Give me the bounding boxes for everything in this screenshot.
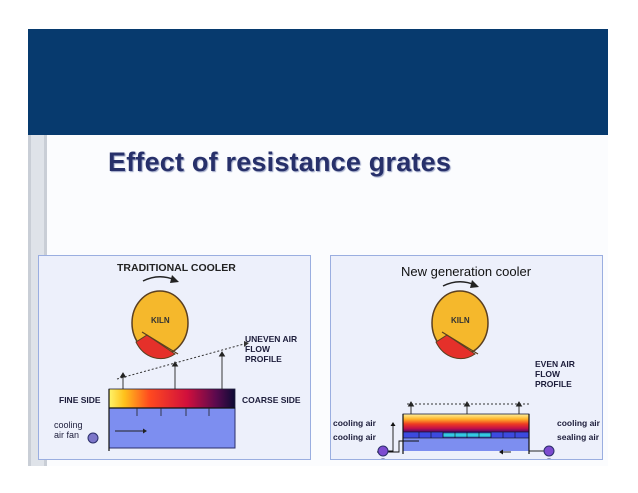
- traditional-cooler-title: TRADITIONAL COOLER: [117, 262, 236, 274]
- profile-label-3: PROFILE: [245, 354, 282, 364]
- cooling-air-fan-right: [543, 445, 555, 457]
- profile-label-2: FLOW: [245, 344, 271, 354]
- header-bar: [28, 29, 608, 135]
- profile-label-1: EVEN AIR: [535, 359, 575, 369]
- new-generation-cooler-graphic: [377, 280, 555, 459]
- fan-label-2: air fan: [54, 430, 80, 440]
- profile-label-3: PROFILE: [535, 379, 572, 389]
- new-generation-cooler-title: New generation cooler: [401, 264, 532, 279]
- air-box: [108, 407, 236, 449]
- cooling-air-label-left-1: cooling air: [333, 418, 376, 428]
- fine-side-label: FINE SIDE: [59, 395, 101, 405]
- kiln-wedge: [135, 334, 176, 360]
- rotation-arrow: [442, 281, 476, 287]
- profile-label-2: FLOW: [535, 369, 561, 379]
- cooling-air-fan-left: [377, 445, 389, 457]
- slide-title: Effect of resistance grates: [108, 147, 452, 177]
- kiln-label: KILN: [451, 316, 470, 325]
- fan-label-1: cooling: [54, 420, 83, 430]
- slide: Effect of resistance grates: [28, 29, 608, 466]
- kiln-wedge: [435, 334, 476, 360]
- rotation-arrow: [142, 276, 176, 282]
- cooling-fan-symbol: [87, 432, 99, 444]
- traditional-cooler-graphic: [87, 275, 249, 451]
- cooling-air-label-left-2: cooling air: [333, 432, 376, 442]
- air-box: [403, 436, 529, 451]
- profile-label-1: UNEVEN AIR: [245, 334, 298, 344]
- traditional-cooler-diagram: TRADITIONAL COOLER KILN UNEVEN AIR FLOW …: [38, 255, 311, 460]
- clinker-bed: [402, 413, 530, 435]
- coarse-side-label: COARSE SIDE: [242, 395, 301, 405]
- cooling-air-label-right: cooling air: [557, 418, 600, 428]
- new-generation-cooler-diagram: New generation cooler KILN EVEN AIR FLOW…: [330, 255, 603, 460]
- kiln-label: KILN: [151, 316, 170, 325]
- sealing-air-label-right: sealing air: [557, 432, 600, 442]
- uneven-profile-line: [116, 343, 245, 380]
- clinker-bed: [108, 388, 236, 409]
